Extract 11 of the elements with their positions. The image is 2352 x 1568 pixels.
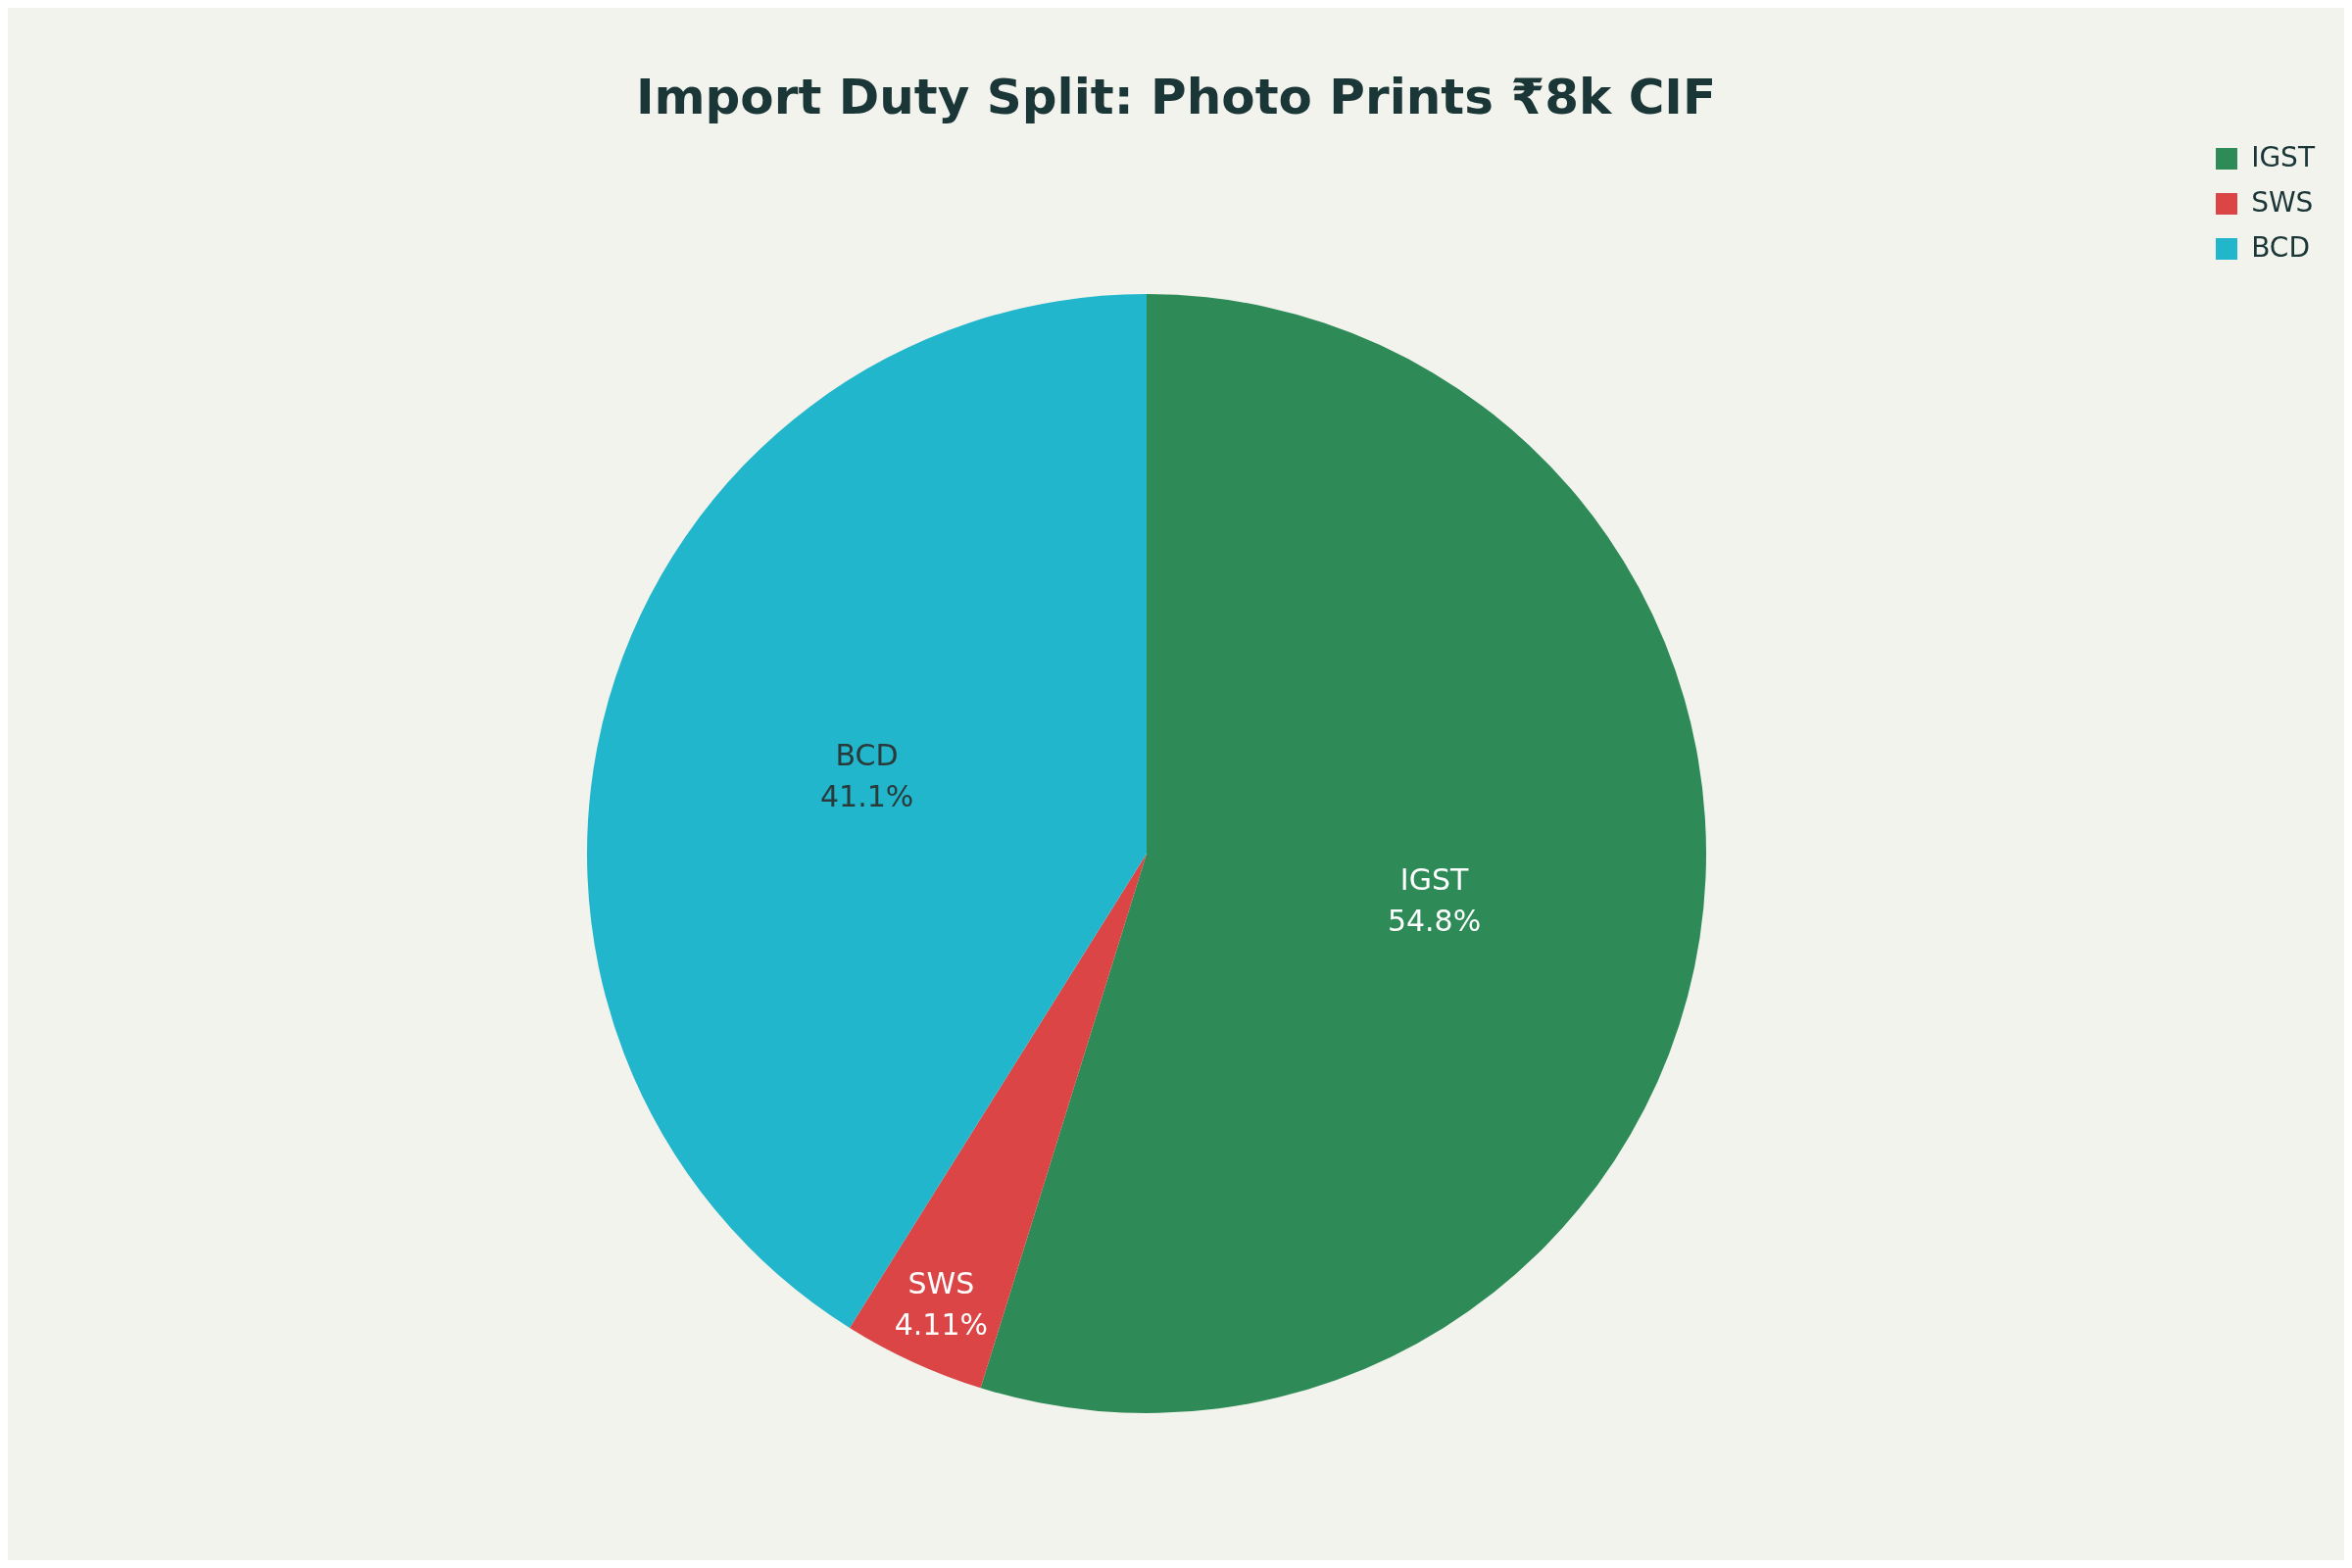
pie-slice: [849, 854, 1147, 1389]
slice-label: IGST: [1399, 861, 1469, 897]
chart-title: Import Duty Split: Photo Prints ₹8k CIF: [634, 69, 1718, 125]
data-label: 54.8%: [1387, 903, 1482, 938]
slice-label: BCD: [835, 738, 899, 773]
legend-label: SWS: [2251, 186, 2314, 219]
slice-label: SWS: [907, 1265, 975, 1300]
data-label: 41.1%: [819, 779, 914, 814]
legend-label: IGST: [2251, 141, 2315, 173]
data-label: 4.11%: [894, 1306, 989, 1342]
legend-label: BCD: [2251, 231, 2310, 264]
